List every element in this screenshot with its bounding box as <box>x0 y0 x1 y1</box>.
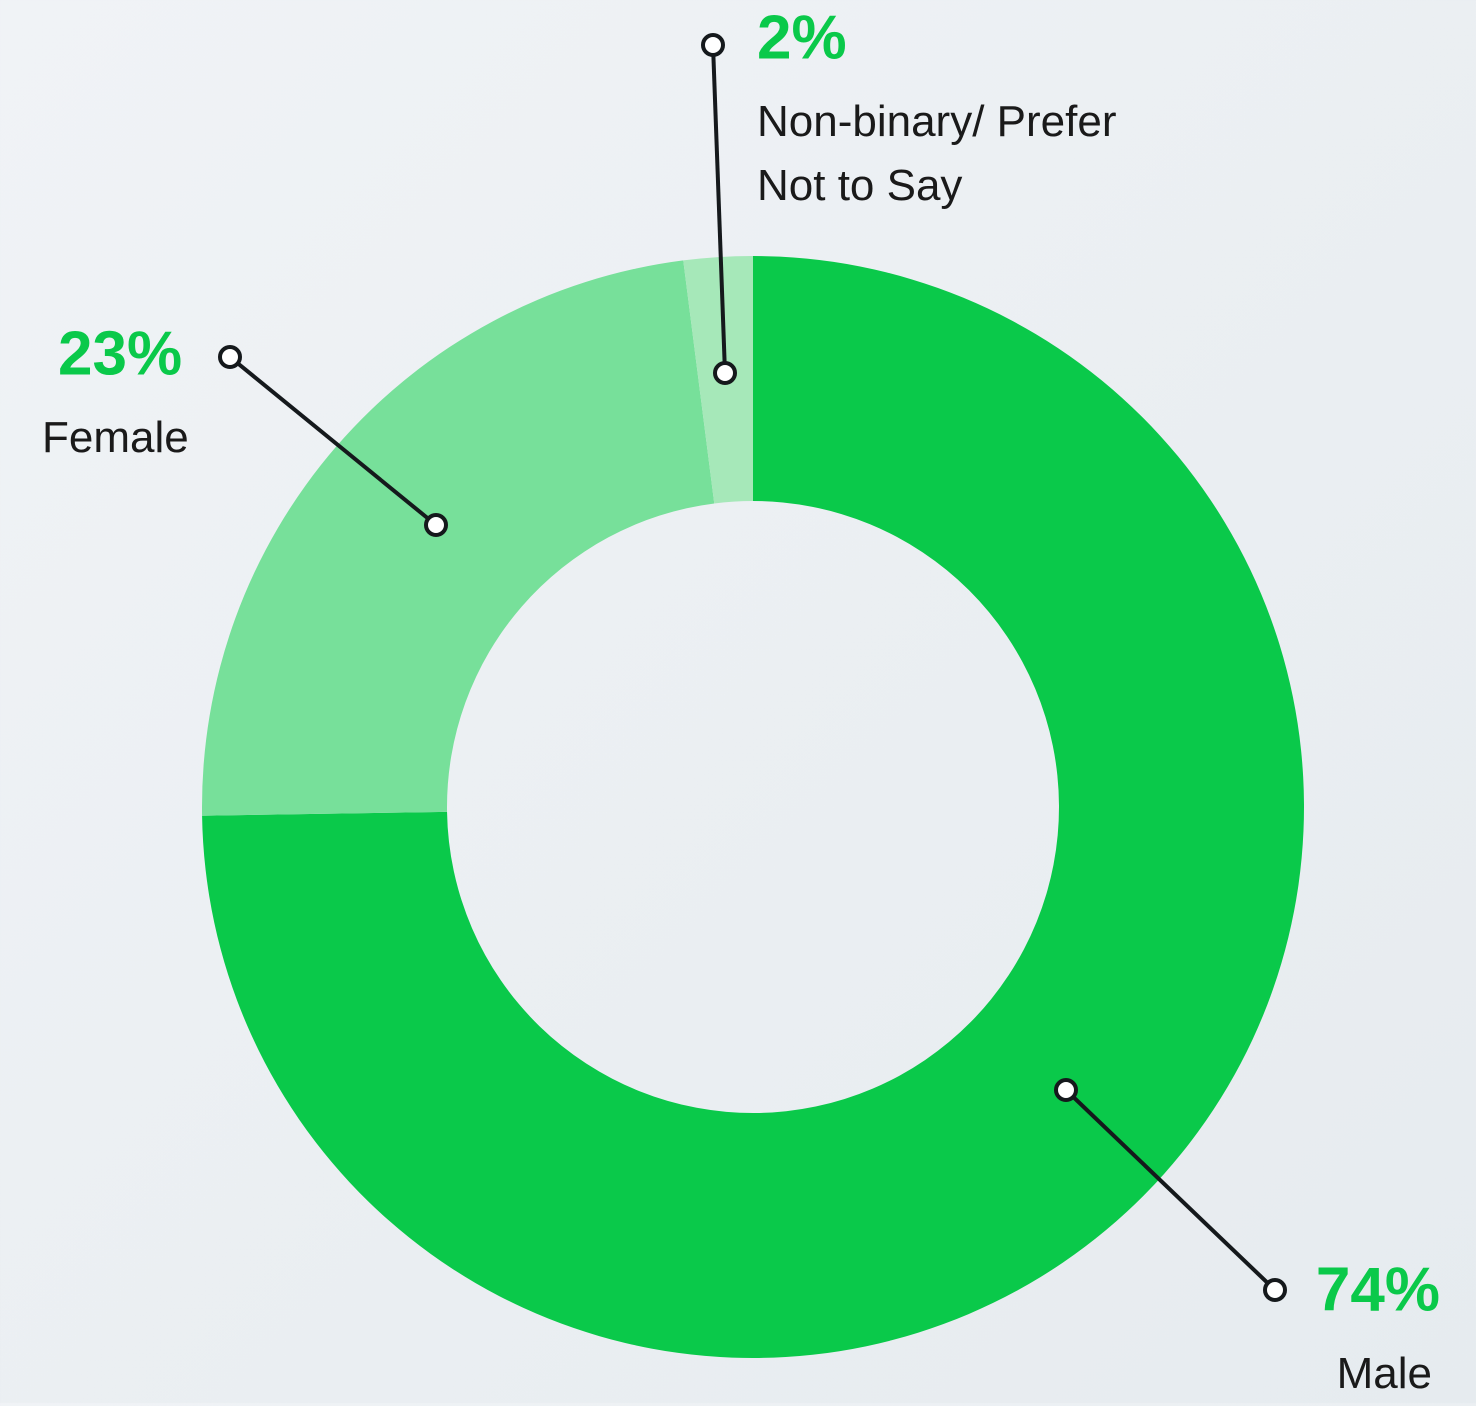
category-label: Non-binary/ Prefer Not to Say <box>757 97 1117 210</box>
category-label: Male <box>1336 1349 1432 1398</box>
callout-dot <box>701 33 725 57</box>
callout-dot <box>218 345 242 369</box>
callout-line <box>228 355 438 527</box>
callout-dot <box>1263 1278 1287 1302</box>
category-label: Female <box>42 413 189 462</box>
value-label: 23% <box>58 319 182 388</box>
callout-dot <box>1054 1078 1078 1102</box>
donut-slice <box>202 260 715 816</box>
donut-slice <box>202 256 1305 1358</box>
callout-line <box>1064 1088 1277 1292</box>
callout-dot <box>424 513 448 537</box>
callout-line <box>711 44 727 374</box>
callout-dot <box>713 361 737 385</box>
value-label: 74% <box>1316 1255 1440 1324</box>
value-label: 2% <box>757 3 847 72</box>
